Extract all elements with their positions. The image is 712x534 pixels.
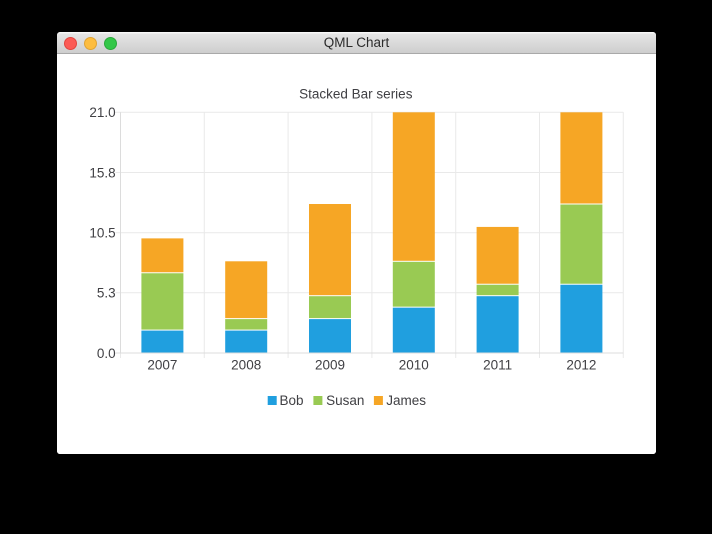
svg-text:10.5: 10.5	[89, 226, 115, 241]
svg-text:Bob: Bob	[280, 393, 304, 408]
svg-text:2011: 2011	[483, 358, 512, 373]
svg-text:21.0: 21.0	[89, 105, 115, 120]
svg-text:2010: 2010	[399, 358, 429, 373]
svg-text:2008: 2008	[231, 358, 261, 373]
svg-text:0.0: 0.0	[97, 346, 116, 361]
svg-text:15.8: 15.8	[89, 165, 115, 180]
svg-text:2009: 2009	[315, 358, 345, 373]
svg-text:2012: 2012	[566, 358, 596, 373]
svg-text:Susan: Susan	[326, 393, 364, 408]
svg-text:James: James	[386, 393, 426, 408]
svg-text:Stacked Bar series: Stacked Bar series	[299, 86, 413, 101]
svg-text:5.3: 5.3	[97, 286, 116, 301]
svg-text:2007: 2007	[147, 358, 177, 373]
